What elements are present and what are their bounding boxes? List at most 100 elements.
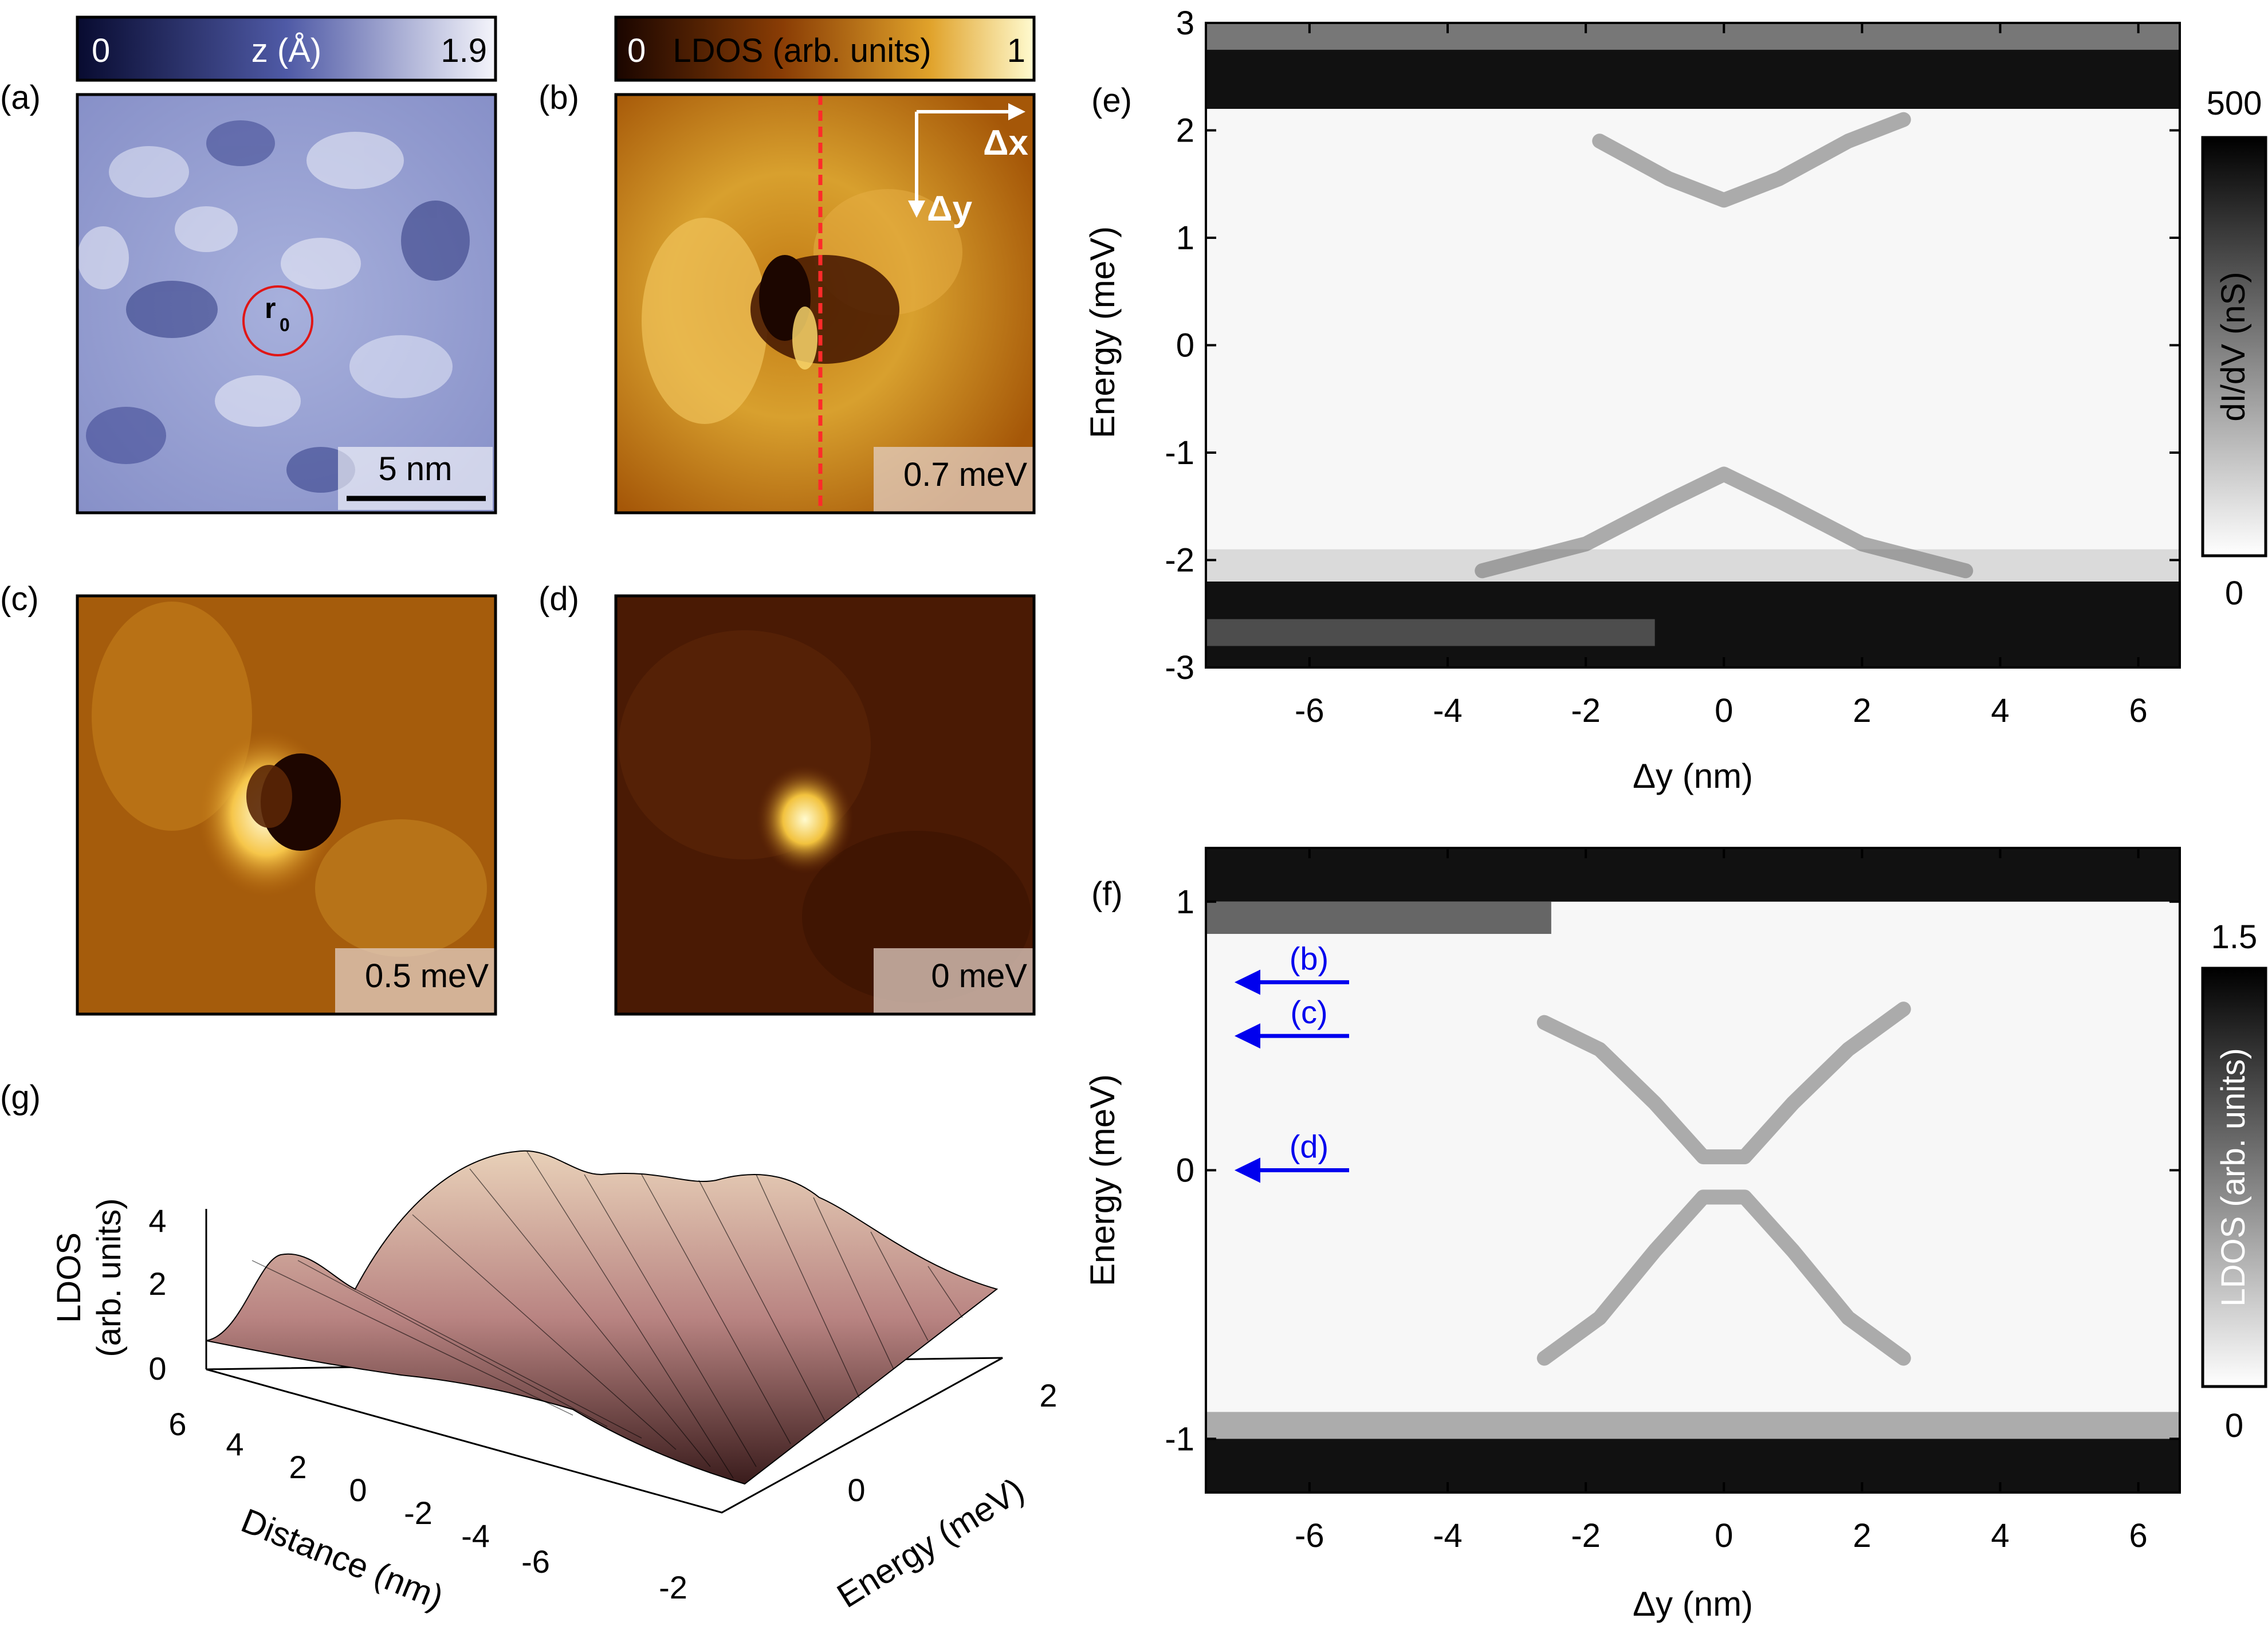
colorbar-f-min: 0 xyxy=(2225,1407,2243,1444)
x-tick-label: -2 xyxy=(1571,692,1601,729)
heatmap-band xyxy=(1206,1412,2180,1439)
colorbar-e-max: 500 xyxy=(2207,85,2262,122)
x-tick-label: 4 xyxy=(1991,692,2009,729)
energy-label-c: 0.5 meV xyxy=(365,957,489,995)
scalebar-label: 5 nm xyxy=(379,450,453,488)
g-energy-tick: 0 xyxy=(847,1472,865,1508)
heatmap-feature xyxy=(1475,466,1974,579)
panel-a-colorbar: 0 z (Å) 1.9 xyxy=(76,15,497,82)
x-tick-label: 6 xyxy=(2129,1517,2148,1554)
energy-label-b: 0.7 meV xyxy=(903,456,1027,493)
g-ztick-2: 4 xyxy=(148,1203,166,1239)
panel-d: (d) 0 meV xyxy=(538,580,1036,1016)
g-dist-tick: -6 xyxy=(521,1543,550,1580)
topography-map: r 0 5 nm xyxy=(77,95,496,513)
panel-b: (b) 0 LDOS (arb. units) 1 Δx Δy xyxy=(538,15,1036,514)
colorbar-e-min: 0 xyxy=(2225,575,2243,612)
f-ylabel: Energy (meV) xyxy=(1083,1074,1122,1286)
energy-arrow-head xyxy=(1235,1023,1260,1049)
heatmap-feature xyxy=(1536,1189,1911,1366)
colorbar-f-label: LDOS (arb. units) xyxy=(2215,1048,2252,1306)
heatmap-feature xyxy=(1536,1001,1911,1165)
panel-b-label: (b) xyxy=(538,79,579,116)
panel-e-label: (e) xyxy=(1091,82,1132,119)
axes-e: -6 -4 -2 0 2 4 6 -3 -2 -1 0 1 2 3 xyxy=(1165,5,2181,729)
g-dist-tick: -2 xyxy=(404,1495,433,1531)
marker-label: r xyxy=(265,292,276,324)
x-tick-label: 6 xyxy=(2129,692,2148,729)
axes-f: -6 -4 -2 0 2 4 6 -1 0 1 xyxy=(1165,847,2181,1554)
x-tick-label: -6 xyxy=(1295,692,1324,729)
panel-a: (a) 0 z (Å) 1.9 r xyxy=(0,15,497,514)
panel-d-label: (d) xyxy=(538,580,579,618)
panel-f-label: (f) xyxy=(1091,875,1123,913)
panel-c-label: (c) xyxy=(0,580,39,618)
y-tick-label: 2 xyxy=(1176,112,1194,150)
y-tick-label: 0 xyxy=(1176,327,1194,364)
heatmap-band xyxy=(1206,848,2180,902)
e-ylabel: Energy (meV) xyxy=(1083,226,1122,438)
g-energy-tick: 2 xyxy=(1039,1377,1057,1413)
x-tick-label: 0 xyxy=(1715,692,1733,729)
dy-label: Δy xyxy=(927,189,973,229)
e-xlabel: Δy (nm) xyxy=(1633,757,1753,795)
y-tick-label: -1 xyxy=(1165,1420,1194,1458)
x-tick-label: 0 xyxy=(1715,1517,1733,1554)
x-tick-label: -2 xyxy=(1571,1517,1601,1554)
y-tick-label: 1 xyxy=(1176,219,1194,257)
panel-c: (c) 0.5 meV xyxy=(0,580,497,1016)
panel-a-label: (a) xyxy=(0,79,41,116)
colorbar-b-min: 0 xyxy=(627,32,646,69)
energy-arrow-label: (c) xyxy=(1290,994,1327,1030)
g-ztick-0: 0 xyxy=(148,1350,166,1387)
y-tick-label: 3 xyxy=(1176,5,1194,42)
g-dist-tick: 2 xyxy=(289,1449,306,1485)
colorbar-f-max: 1.5 xyxy=(2211,918,2258,956)
heatmap-f xyxy=(1206,848,2180,1493)
g-dist-tick: 0 xyxy=(349,1472,367,1508)
colorbar-e: 500 0 dI/dV (nS) xyxy=(2201,85,2267,612)
heatmap-feature xyxy=(1592,112,1911,208)
energy-arrows: (b) (c) (d) xyxy=(1235,940,1349,1183)
impurity-marker-circle xyxy=(242,285,313,356)
g-ztick-1: 2 xyxy=(148,1266,166,1302)
energy-label-d: 0 meV xyxy=(931,957,1027,995)
heatmap-band xyxy=(1206,1439,2180,1493)
heatmap-background xyxy=(1206,848,2180,1493)
f-xlabel: Δy (nm) xyxy=(1633,1585,1753,1623)
g-energy-tick: -2 xyxy=(659,1569,687,1605)
colorbar-b-label: LDOS (arb. units) xyxy=(673,32,931,69)
colorbar-f: 1.5 0 LDOS (arb. units) xyxy=(2201,918,2267,1444)
colorbar-a-max: 1.9 xyxy=(441,32,487,69)
heatmap-band xyxy=(1206,901,1551,934)
g-dist-tick: -4 xyxy=(461,1518,490,1554)
axis-arrows: Δx Δy xyxy=(908,103,1029,229)
x-tick-label: 4 xyxy=(1991,1517,2009,1554)
y-tick-label: -1 xyxy=(1165,434,1194,472)
panel-g-label: (g) xyxy=(0,1079,41,1116)
panel-b-colorbar: 0 LDOS (arb. units) 1 xyxy=(614,15,1036,82)
marker-subscript: 0 xyxy=(280,315,290,335)
energy-arrow-label: (d) xyxy=(1290,1129,1328,1165)
g-zlabel-2: (arb. units) xyxy=(91,1198,128,1357)
x-tick-label: -6 xyxy=(1295,1517,1324,1554)
ldos-map-b: Δx Δy 0.7 meV xyxy=(616,95,1034,513)
panel-g: (g) 0 2 4 LDOS (arb. units) 6 4 2 0 -2 xyxy=(0,1079,1058,1617)
heatmap-band xyxy=(1206,549,2180,582)
distance-axis: 6 4 2 0 -2 -4 -6 Distance (nm) xyxy=(168,1406,549,1617)
surface-plot: 0 2 4 LDOS (arb. units) 6 4 2 0 -2 -4 -6… xyxy=(50,1150,1058,1617)
y-tick-label: 1 xyxy=(1176,883,1194,921)
y-tick-label: 0 xyxy=(1176,1152,1194,1189)
panel-f: (f) -6 -4 -2 0 2 4 6 -1 0 1 (b) (c) (d) Energy (meV… xyxy=(1083,847,2267,1623)
y-tick-label: -2 xyxy=(1165,542,1194,579)
heatmap-band xyxy=(1206,619,1655,646)
energy-arrow-head xyxy=(1235,1157,1260,1183)
g-dist-tick: 6 xyxy=(168,1406,186,1442)
heatmap-e xyxy=(1206,23,2180,667)
y-tick-label: -3 xyxy=(1165,649,1194,686)
x-tick-label: -4 xyxy=(1433,692,1463,729)
panel-e: (e) -6 -4 -2 0 2 4 6 -3 -2 -1 0 1 2 3 Energy (meV) Δy… xyxy=(1083,5,2267,795)
energy-arrow-label: (b) xyxy=(1290,940,1328,976)
heatmap-band xyxy=(1206,23,2180,50)
